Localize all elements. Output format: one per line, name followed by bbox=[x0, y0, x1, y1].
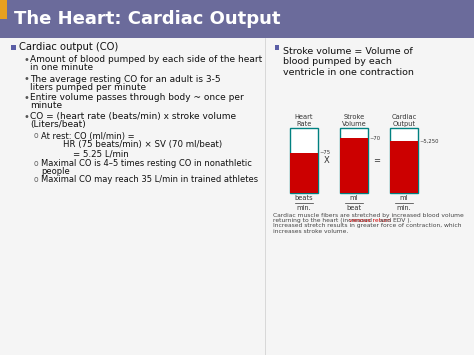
Text: The Heart: Cardiac Output: The Heart: Cardiac Output bbox=[14, 10, 281, 28]
Text: liters pumped per minute: liters pumped per minute bbox=[30, 82, 146, 92]
Text: The average resting CO for an adult is 3-5: The average resting CO for an adult is 3… bbox=[30, 75, 220, 83]
Bar bbox=[390, 128, 418, 193]
Bar bbox=[0, 38, 474, 355]
Text: people: people bbox=[41, 166, 70, 175]
Text: Cardiac output (CO): Cardiac output (CO) bbox=[19, 42, 118, 52]
Text: and EDV ).: and EDV ). bbox=[378, 218, 411, 223]
Text: min.: min. bbox=[397, 205, 411, 211]
Text: ~70: ~70 bbox=[369, 136, 380, 141]
Text: (Liters/beat): (Liters/beat) bbox=[30, 120, 86, 130]
Text: Cardiac: Cardiac bbox=[392, 114, 417, 120]
Text: Rate: Rate bbox=[296, 121, 312, 127]
Text: =: = bbox=[374, 156, 381, 165]
Text: in one minute: in one minute bbox=[30, 64, 93, 72]
Text: Stroke: Stroke bbox=[343, 114, 365, 120]
Text: Maximal CO is 4–5 times resting CO in nonathletic: Maximal CO is 4–5 times resting CO in no… bbox=[41, 158, 252, 168]
Text: o: o bbox=[34, 175, 38, 185]
Text: Output: Output bbox=[392, 121, 416, 127]
Bar bbox=[340, 138, 368, 193]
Bar bbox=[340, 128, 368, 193]
Bar bbox=[11, 45, 16, 50]
Bar bbox=[0, 19, 7, 38]
Text: o: o bbox=[34, 131, 38, 141]
Text: X: X bbox=[324, 156, 330, 165]
Text: HR (75 beats/min) × SV (70 ml/beat): HR (75 beats/min) × SV (70 ml/beat) bbox=[63, 141, 222, 149]
Text: o: o bbox=[34, 158, 38, 168]
Text: •: • bbox=[24, 55, 30, 65]
Text: minute: minute bbox=[30, 102, 62, 110]
Bar bbox=[290, 128, 318, 193]
Text: •: • bbox=[24, 93, 30, 103]
Text: Volume: Volume bbox=[342, 121, 366, 127]
Text: increases stroke volume.: increases stroke volume. bbox=[273, 229, 348, 234]
Bar bbox=[0, 0, 474, 38]
Text: min.: min. bbox=[297, 205, 311, 211]
Text: Stroke volume = Volume of
blood pumped by each
ventricle in one contraction: Stroke volume = Volume of blood pumped b… bbox=[283, 47, 414, 77]
Text: beat: beat bbox=[346, 205, 362, 211]
Text: ml: ml bbox=[350, 195, 358, 201]
Text: Amount of blood pumped by each side of the heart: Amount of blood pumped by each side of t… bbox=[30, 55, 262, 65]
Text: Heart: Heart bbox=[295, 114, 313, 120]
Text: beats: beats bbox=[295, 195, 313, 201]
Text: Cardiac muscle fibers are stretched by increased blood volume: Cardiac muscle fibers are stretched by i… bbox=[273, 213, 464, 218]
Bar bbox=[0, 0, 7, 19]
Text: •: • bbox=[24, 112, 30, 122]
Text: Increased stretch results in greater force of contraction, which: Increased stretch results in greater for… bbox=[273, 224, 462, 229]
Text: = 5.25 L/min: = 5.25 L/min bbox=[73, 149, 129, 158]
Bar bbox=[290, 153, 318, 193]
Text: ~5,250: ~5,250 bbox=[419, 138, 438, 143]
Bar bbox=[390, 141, 418, 193]
Text: ml: ml bbox=[400, 195, 408, 201]
Text: returning to the heart (increased: returning to the heart (increased bbox=[273, 218, 374, 223]
Text: venous return: venous return bbox=[349, 218, 391, 223]
Text: At rest: CO (ml/min) =: At rest: CO (ml/min) = bbox=[41, 131, 135, 141]
Text: ~75: ~75 bbox=[319, 150, 330, 155]
Text: CO = (heart rate (beats/min) x stroke volume: CO = (heart rate (beats/min) x stroke vo… bbox=[30, 113, 236, 121]
Bar bbox=[275, 45, 280, 50]
Text: Maximal CO may reach 35 L/min in trained athletes: Maximal CO may reach 35 L/min in trained… bbox=[41, 175, 258, 185]
Text: •: • bbox=[24, 74, 30, 84]
Text: Entire volume passes through body ~ once per: Entire volume passes through body ~ once… bbox=[30, 93, 244, 103]
